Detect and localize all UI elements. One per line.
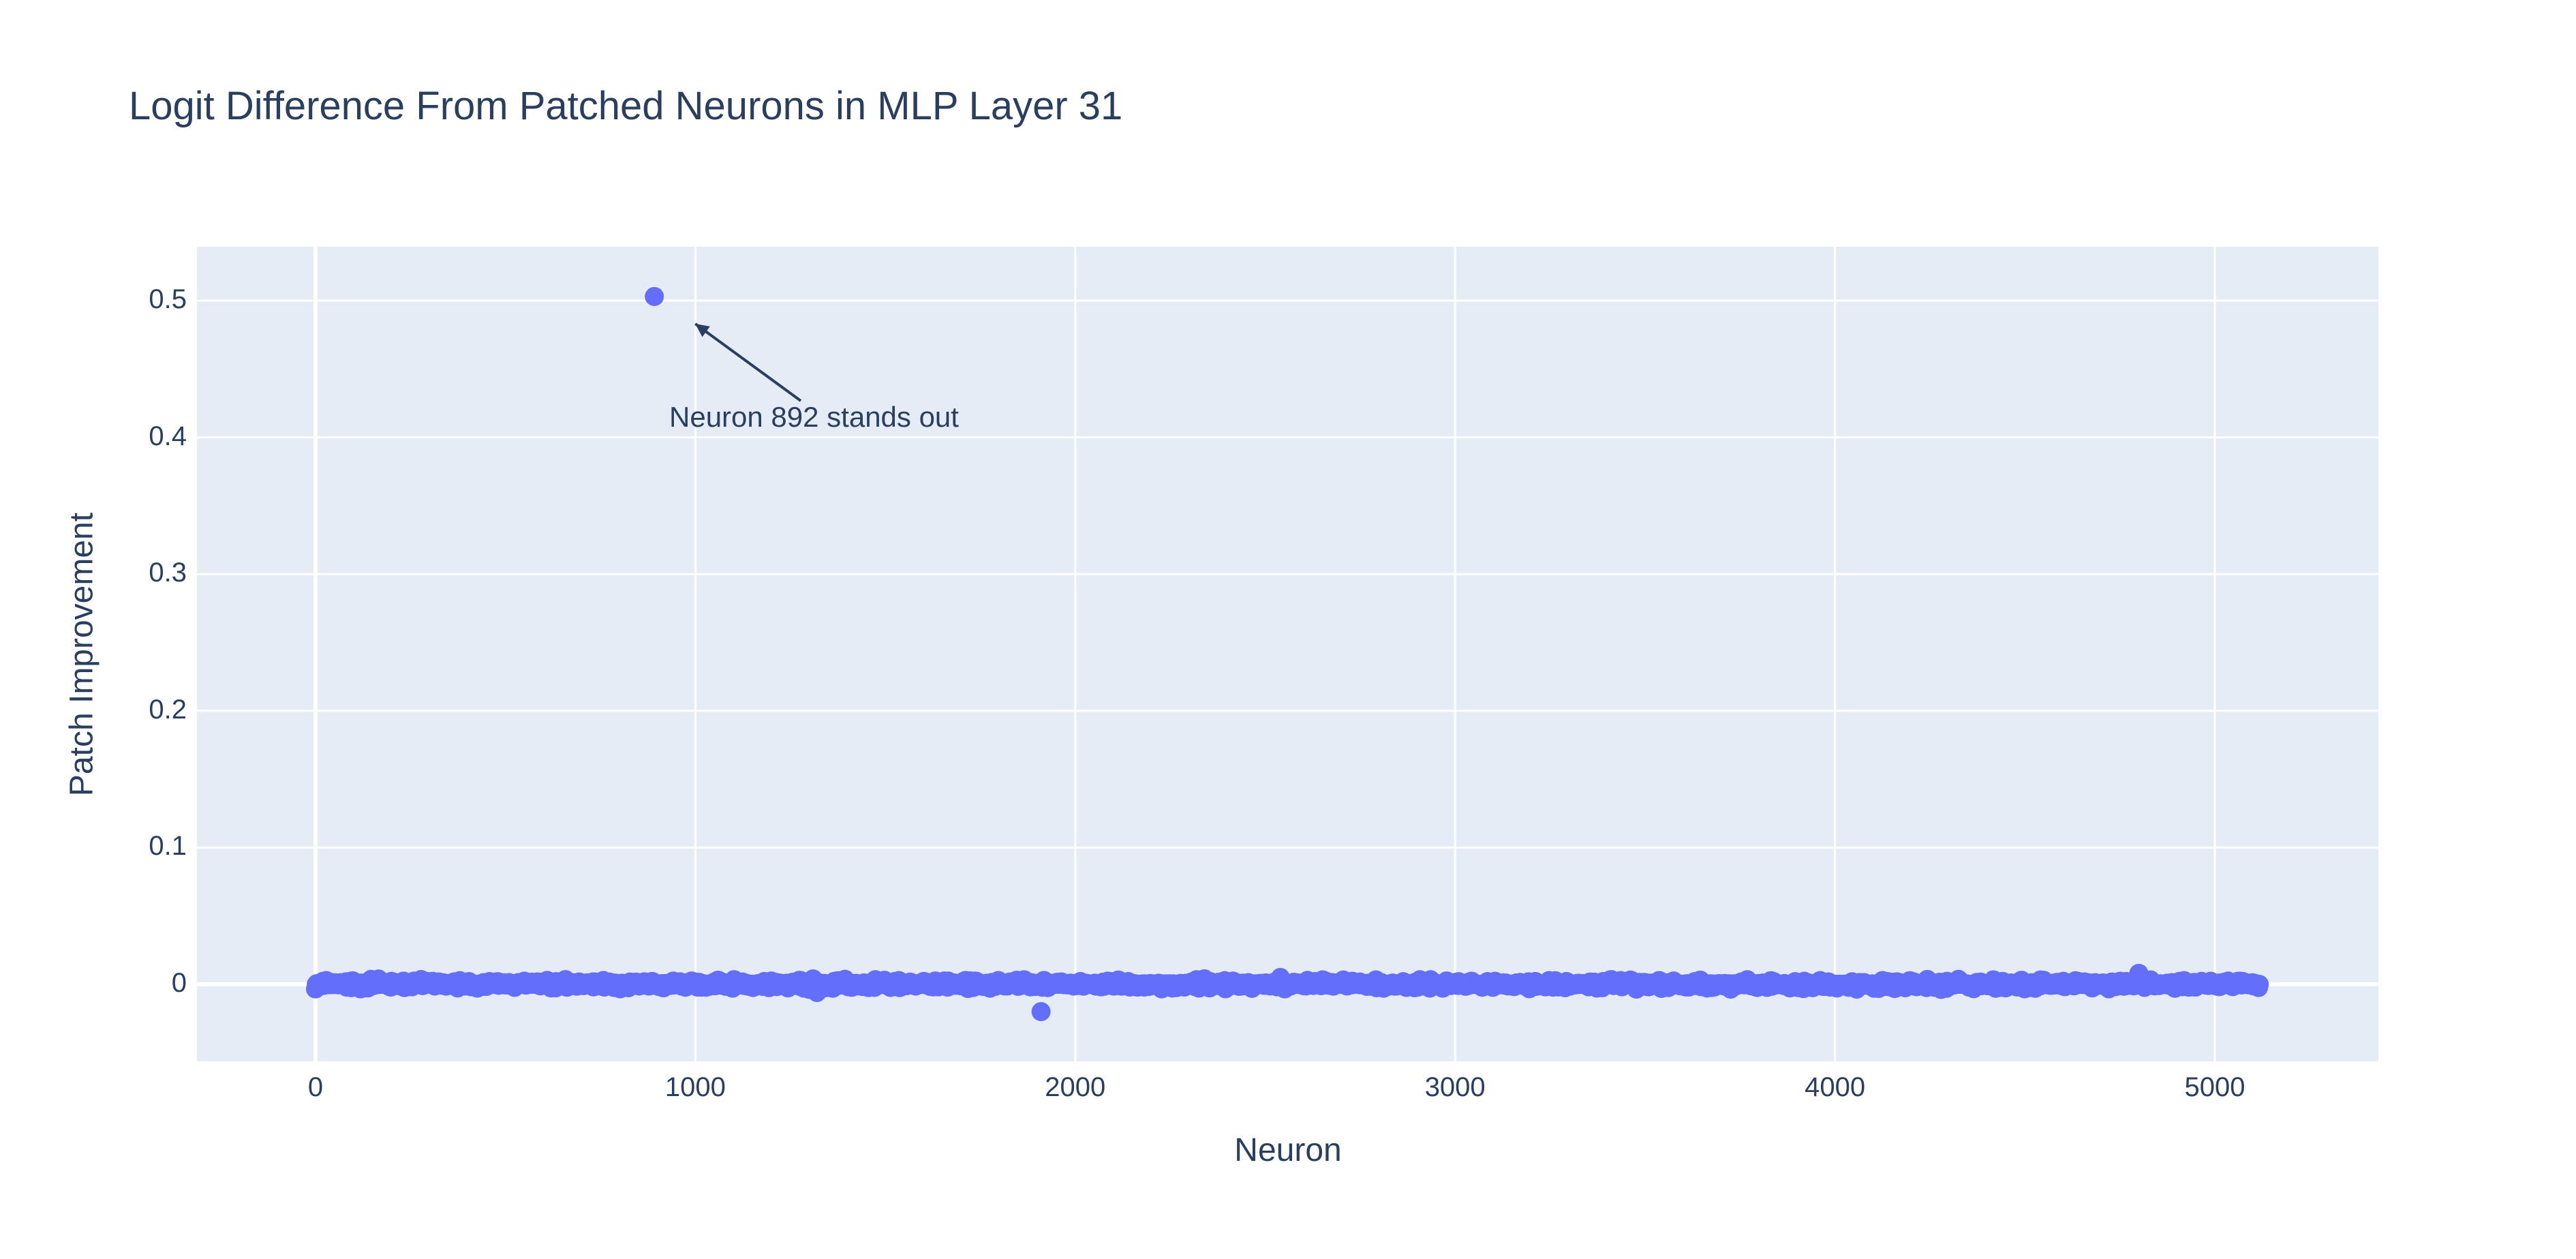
y-tick-label: 0.3 xyxy=(149,558,187,588)
y-tick-label: 0.1 xyxy=(149,831,187,862)
x-tick-label: 0 xyxy=(307,1072,324,1102)
data-points xyxy=(306,286,2269,1022)
gridlines xyxy=(197,247,2378,1061)
y-axis-label: Patch Improvement xyxy=(63,512,100,797)
x-tick-label: 1000 xyxy=(664,1072,726,1102)
chart-title: Logit Difference From Patched Neurons in… xyxy=(129,84,1123,128)
x-tick-label: 3000 xyxy=(1424,1072,1486,1102)
annotation-arrow xyxy=(694,322,802,402)
y-tick-label: 0 xyxy=(171,968,187,998)
x-axis-label: Neuron xyxy=(1234,1132,1342,1168)
y-tick-label: 0.2 xyxy=(149,694,187,725)
x-tick-label: 4000 xyxy=(1805,1072,1866,1102)
y-tick-label: 0.5 xyxy=(149,284,187,314)
annotation-label: Neuron 892 stands out xyxy=(669,401,959,433)
y-tick-label: 0.4 xyxy=(149,421,187,451)
x-tick-label: 2000 xyxy=(1045,1072,1106,1102)
x-tick-label: 5000 xyxy=(2184,1072,2245,1102)
plot-area xyxy=(197,247,2378,1061)
